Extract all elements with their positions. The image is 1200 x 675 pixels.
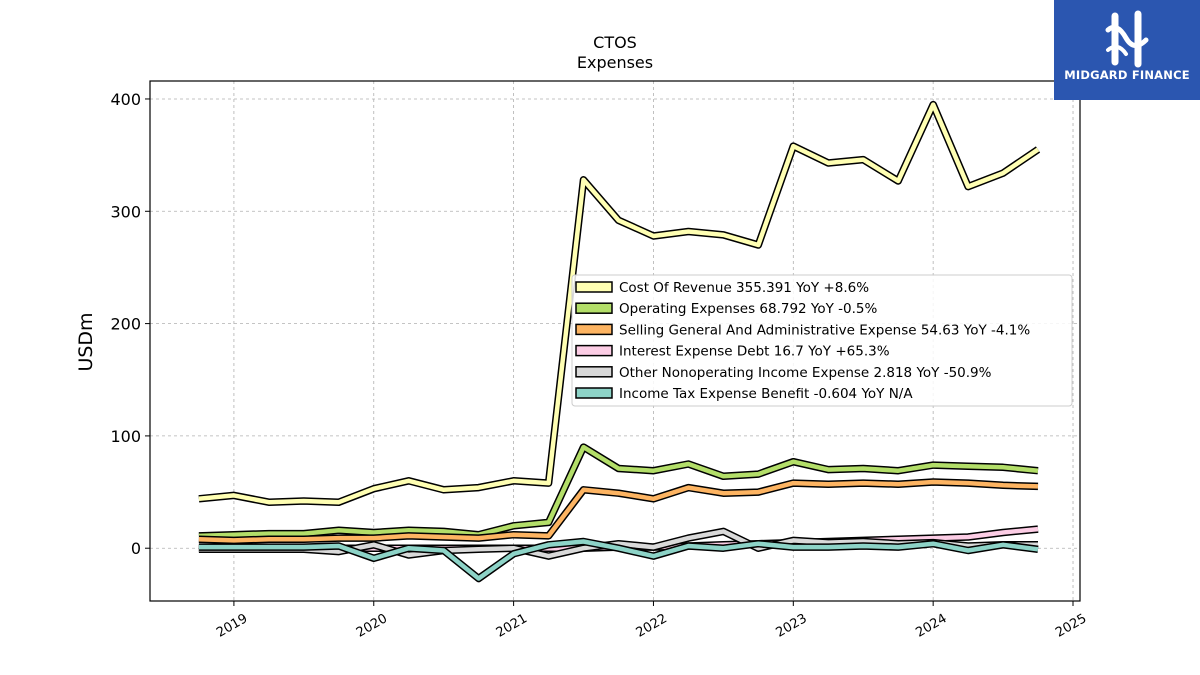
legend-swatch	[575, 344, 613, 357]
legend-label: Income Tax Expense Benefit -0.604 YoY N/…	[619, 386, 913, 402]
x-tick-label: 2021	[494, 611, 530, 641]
y-axis-label: USDm	[75, 312, 97, 371]
legend-label: Selling General And Administrative Expen…	[619, 322, 1030, 338]
x-tick-label: 2020	[354, 611, 390, 641]
y-tick-label: 100	[110, 427, 141, 446]
legend-label: Operating Expenses 68.792 YoY -0.5%	[619, 301, 878, 317]
plot-frame	[149, 80, 1081, 602]
legend-swatch	[575, 281, 613, 293]
legend: Cost Of Revenue 355.391 YoY +8.6% Operati…	[571, 274, 1073, 407]
series-layer	[198, 100, 1041, 583]
x-tick-label: 2022	[634, 611, 670, 641]
chart-title: CTOS	[593, 33, 637, 52]
y-tick-label: 300	[110, 202, 141, 221]
legend-swatch	[575, 302, 613, 314]
series-line-0	[198, 102, 1040, 505]
y-tick-label: 400	[110, 90, 141, 109]
chart-subtitle: Expenses	[577, 53, 653, 72]
series-line-2	[198, 479, 1039, 543]
brand-name: MIDGARD FINANCE	[1064, 68, 1190, 82]
legend-box	[571, 274, 1073, 407]
x-tick-label: 2019	[214, 611, 250, 641]
logo-mark-icon	[1105, 10, 1149, 68]
x-tick-label: 2023	[773, 611, 809, 641]
series-line-5	[198, 539, 1039, 581]
y-tick-label: 0	[131, 539, 141, 558]
x-tick-label: 2024	[913, 611, 949, 641]
legend-swatch	[575, 366, 613, 378]
y-tick-label: 200	[110, 315, 141, 334]
legend-label: Cost Of Revenue 355.391 YoY +8.6%	[619, 280, 869, 296]
series-line-1	[198, 444, 1039, 539]
legend-label: Other Nonoperating Income Expense 2.818 …	[619, 365, 992, 381]
legend-swatch	[575, 387, 613, 399]
brand-logo: MIDGARD FINANCE	[1054, 0, 1200, 100]
x-tick-label: 2025	[1053, 611, 1089, 641]
legend-swatch	[575, 323, 613, 336]
legend-label: Interest Expense Debt 16.7 YoY +65.3%	[619, 344, 890, 360]
